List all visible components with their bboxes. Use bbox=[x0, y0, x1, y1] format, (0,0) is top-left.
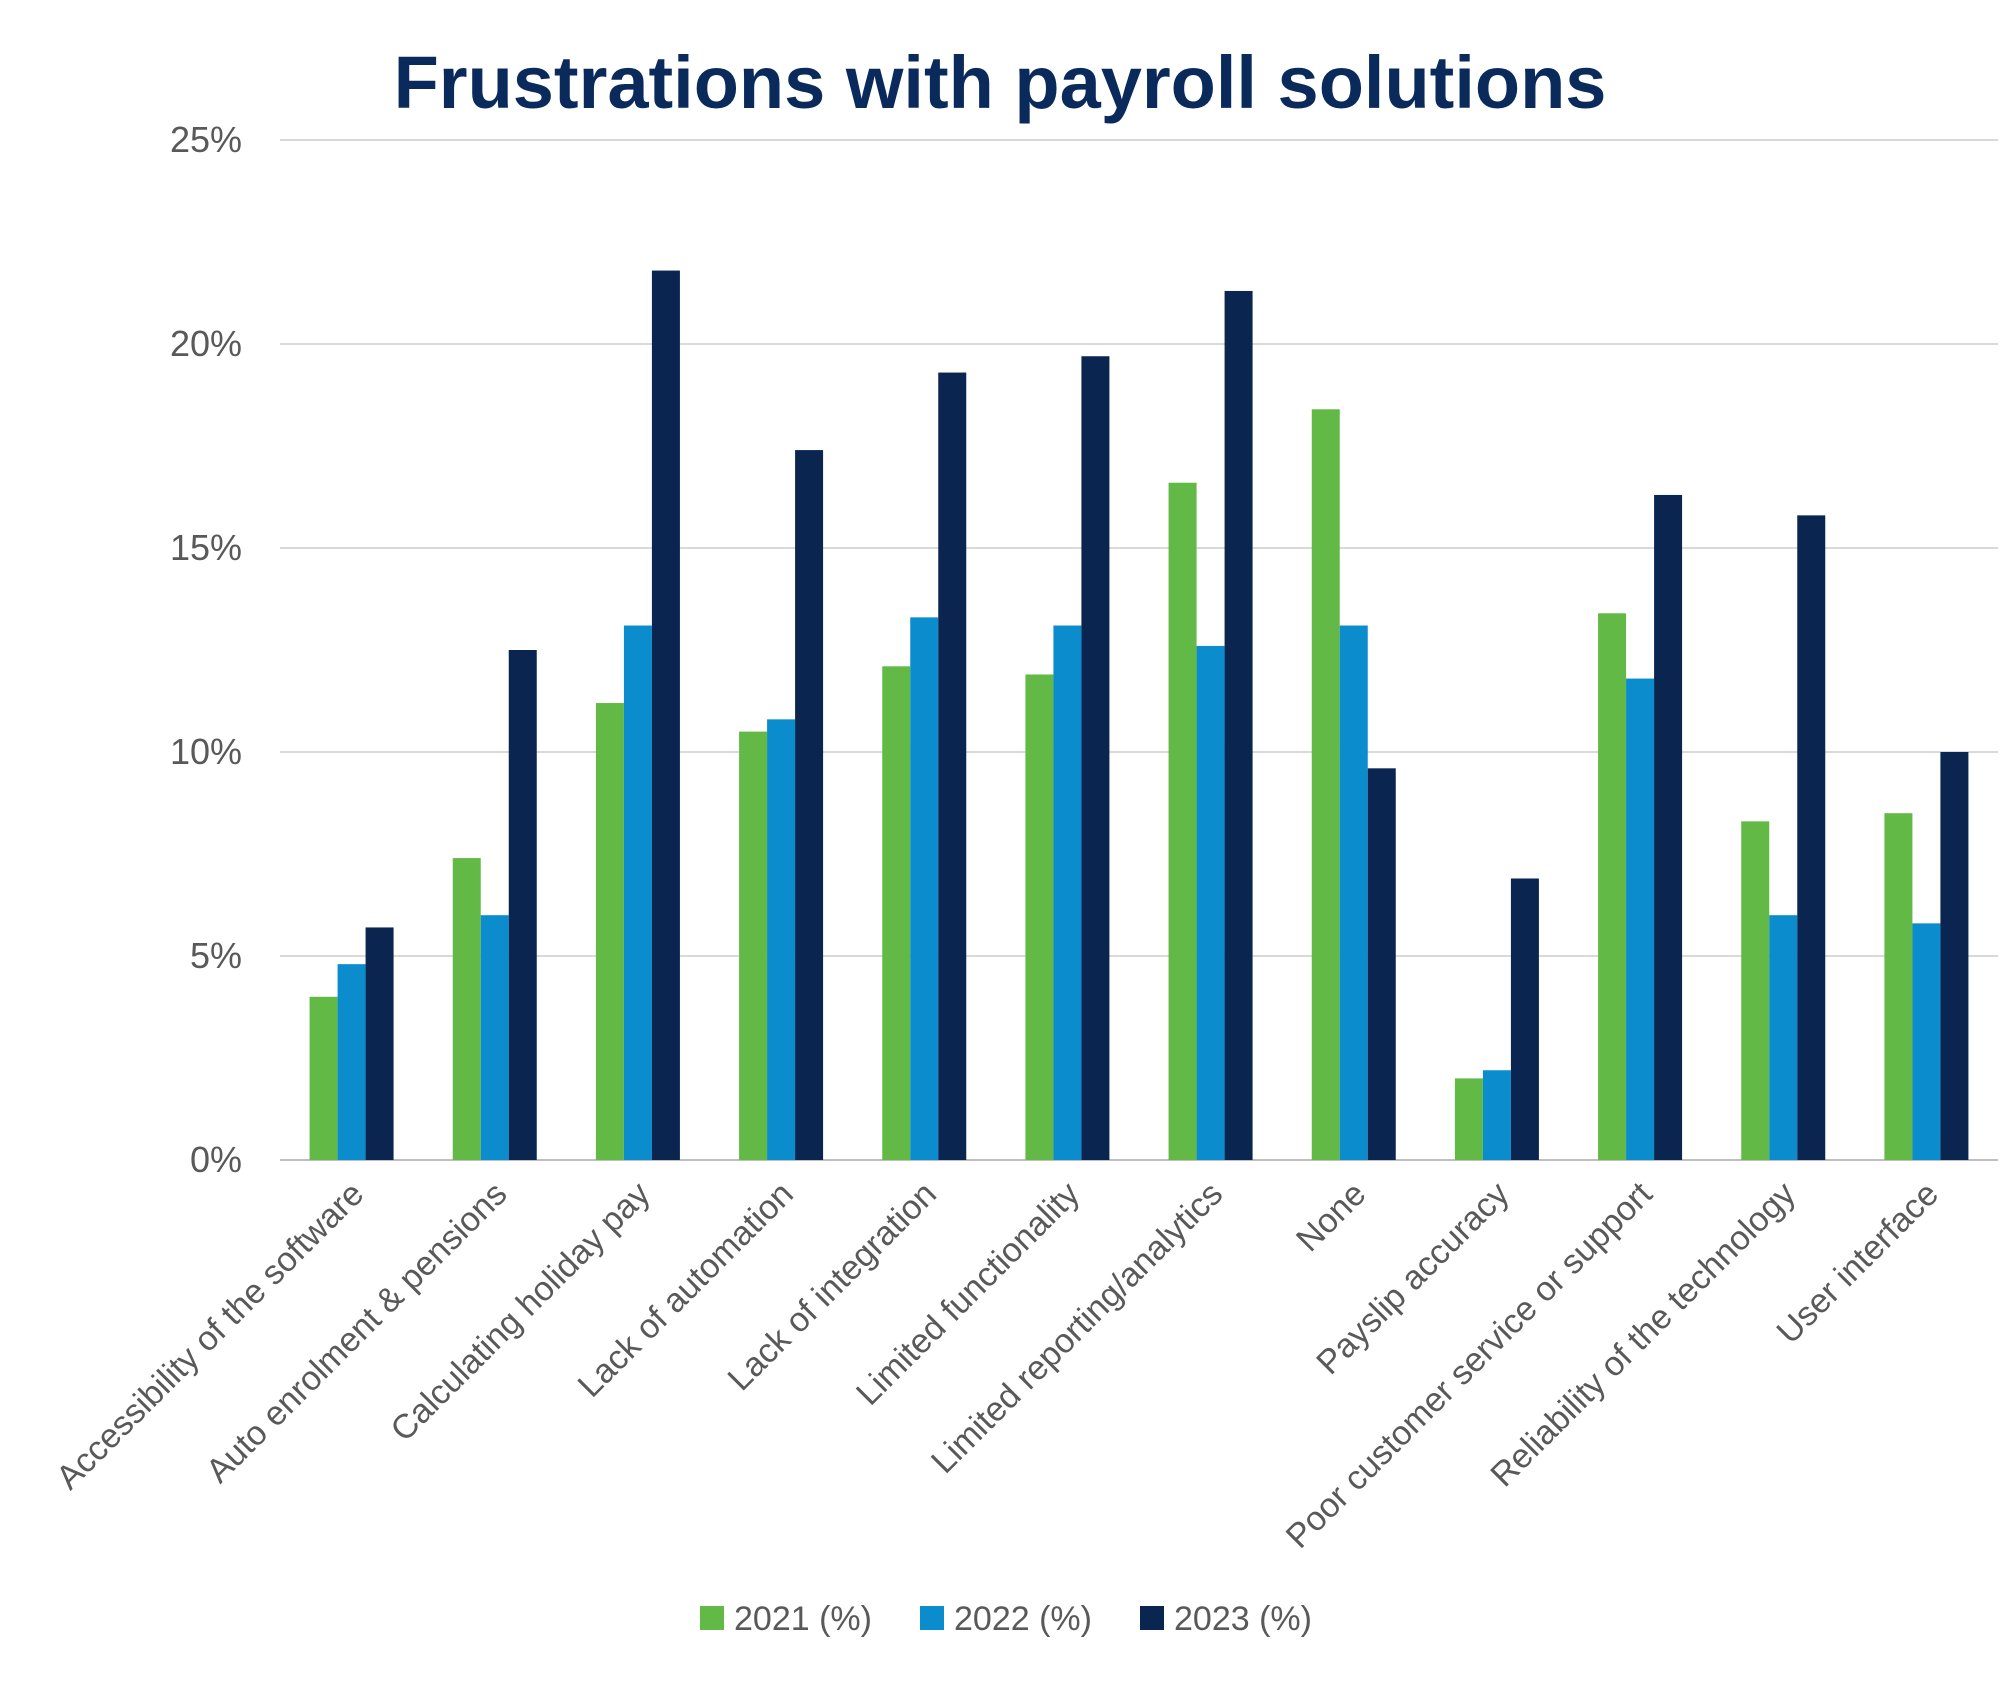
legend: 2021 (%) 2022 (%) 2023 (%) bbox=[700, 1600, 1312, 1638]
bar bbox=[337, 964, 366, 1160]
bar bbox=[365, 927, 394, 1160]
y-tick-label: 10% bbox=[170, 731, 242, 772]
bar bbox=[882, 666, 911, 1160]
bar bbox=[480, 915, 509, 1160]
bar bbox=[767, 719, 796, 1160]
y-tick-label: 5% bbox=[190, 935, 242, 976]
bar bbox=[739, 731, 768, 1160]
bar bbox=[938, 372, 967, 1160]
bar bbox=[452, 858, 481, 1160]
legend-label: 2023 (%) bbox=[1174, 1600, 1312, 1638]
legend-swatch bbox=[700, 1606, 724, 1630]
bar bbox=[1510, 878, 1539, 1160]
bar bbox=[1196, 645, 1225, 1160]
bar bbox=[1626, 678, 1655, 1160]
legend-label: 2021 (%) bbox=[734, 1600, 872, 1638]
bar bbox=[1339, 625, 1368, 1160]
legend-swatch bbox=[1140, 1606, 1164, 1630]
y-axis-ticks: 0% 5% 10% 15% 20% 25% bbox=[170, 119, 242, 1180]
bar bbox=[1482, 1070, 1511, 1160]
grid bbox=[280, 139, 1998, 1161]
bar bbox=[795, 450, 824, 1161]
bars bbox=[309, 270, 1969, 1161]
legend-swatch bbox=[920, 1606, 944, 1630]
bar bbox=[1081, 356, 1110, 1160]
bar bbox=[1168, 482, 1197, 1161]
y-tick-label: 15% bbox=[170, 527, 242, 568]
bar bbox=[1598, 613, 1627, 1160]
bar bbox=[1053, 625, 1082, 1160]
y-tick-label: 20% bbox=[170, 323, 242, 364]
y-tick-label: 0% bbox=[190, 1139, 242, 1180]
x-tick-label: None bbox=[1289, 1175, 1373, 1259]
bar bbox=[1654, 494, 1683, 1161]
x-tick-label: Auto enrolment & pensions bbox=[199, 1175, 515, 1491]
x-tick-label: Calculating holiday pay bbox=[383, 1175, 657, 1449]
chart-title: Frustrations with payroll solutions bbox=[394, 41, 1607, 124]
bar bbox=[1884, 813, 1913, 1160]
bar bbox=[309, 996, 338, 1160]
bar bbox=[1769, 915, 1798, 1160]
bar bbox=[1367, 768, 1396, 1160]
bar bbox=[1224, 290, 1253, 1161]
bar bbox=[508, 650, 537, 1160]
bar bbox=[1454, 1078, 1483, 1160]
bar bbox=[1311, 409, 1340, 1160]
bar bbox=[1940, 752, 1969, 1160]
bar bbox=[651, 270, 680, 1160]
y-tick-label: 25% bbox=[170, 119, 242, 160]
bar bbox=[1025, 674, 1054, 1160]
x-tick-label: Accessibility of the software bbox=[49, 1175, 371, 1497]
x-tick-label: Limited reporting/analytics bbox=[924, 1175, 1230, 1481]
bar bbox=[1797, 515, 1826, 1160]
bar bbox=[1741, 821, 1770, 1160]
legend-label: 2022 (%) bbox=[954, 1600, 1092, 1638]
bar bbox=[595, 703, 624, 1160]
bar bbox=[1912, 923, 1941, 1160]
bar bbox=[623, 625, 652, 1160]
x-tick-label: Reliability of the technology bbox=[1483, 1175, 1803, 1495]
bar bbox=[910, 617, 939, 1160]
